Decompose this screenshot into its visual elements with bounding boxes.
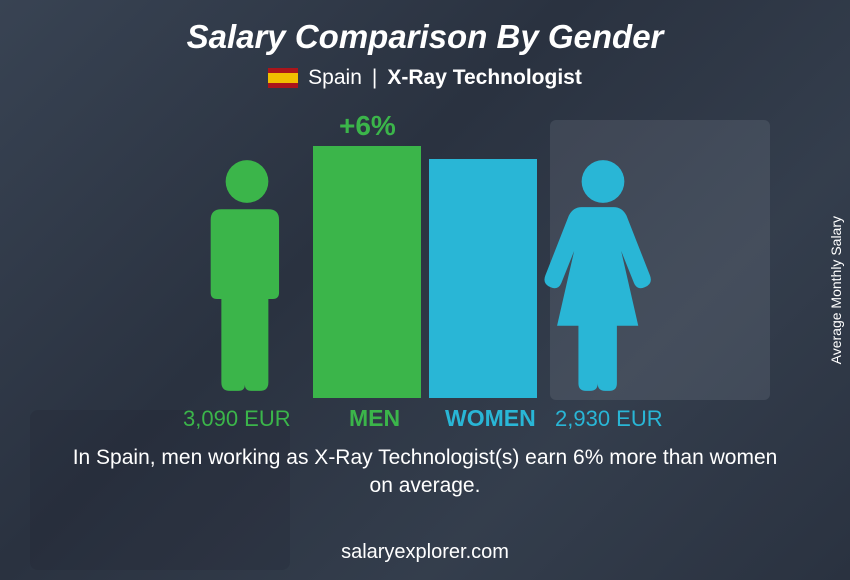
spain-flag-icon [268,68,298,88]
y-axis-label: Average Monthly Salary [828,216,844,364]
separator: | [372,66,377,90]
chart-area: +6% 3,090 EUR MEN WOMEN 2,930 EUR [75,98,775,438]
men-category-label: MEN [335,405,414,432]
subtitle-row: Spain | X-Ray Technologist [268,66,582,90]
content-container: Salary Comparison By Gender Spain | X-Ra… [0,0,850,580]
women-category-label: WOMEN [431,405,550,432]
page-title: Salary Comparison By Gender [187,18,664,56]
bar-women [429,159,537,398]
footer-text: salaryexplorer.com [0,541,850,564]
y-axis-label-container: Average Monthly Salary [822,0,850,580]
percent-difference-label: +6% [339,110,396,142]
summary-text: In Spain, men working as X-Ray Technolog… [65,444,785,501]
man-figure-icon [187,158,307,398]
woman-figure-icon [543,158,663,398]
job-title: X-Ray Technologist [387,66,581,90]
bar-men [313,146,421,398]
country-label: Spain [308,66,362,90]
women-salary-value: 2,930 EUR [555,406,663,432]
men-salary-value: 3,090 EUR [183,406,291,432]
